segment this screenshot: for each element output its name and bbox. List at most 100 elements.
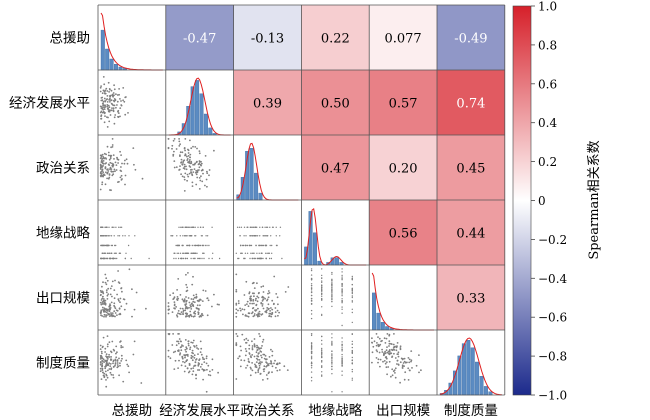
scatter-point — [271, 226, 274, 228]
scatter-point — [110, 368, 112, 370]
scatter-point — [206, 170, 208, 173]
scatter-point — [235, 315, 238, 318]
scatter-point — [331, 282, 333, 284]
scatter-point — [183, 178, 186, 181]
scatter-point — [185, 350, 188, 353]
scatter-point — [111, 257, 113, 260]
scatter-point — [205, 357, 208, 360]
scatter-point — [310, 365, 313, 367]
scatter-point — [245, 280, 248, 283]
scatter-point — [241, 308, 244, 310]
scatter-point — [261, 300, 264, 302]
scatter-point — [190, 303, 193, 305]
scatter-point — [198, 369, 201, 371]
scatter-point — [255, 303, 258, 306]
scatter-point — [107, 257, 109, 260]
scatter-point — [174, 350, 177, 353]
scatter-point — [198, 150, 201, 153]
scatter-point — [265, 252, 267, 254]
scatter-point — [267, 292, 269, 295]
scatter-point — [181, 151, 184, 154]
scatter-point — [341, 324, 343, 327]
scatter-point — [270, 307, 272, 309]
scatter-point — [253, 343, 256, 345]
scatter-point — [197, 362, 200, 364]
scatter-point — [183, 168, 186, 170]
scatter-point — [399, 347, 402, 349]
scatter-point — [182, 162, 185, 164]
scatter-point — [200, 169, 203, 172]
scatter-point — [253, 235, 256, 237]
scatter-point — [268, 315, 270, 318]
scatter-point — [248, 312, 251, 315]
colorbar-gradient — [512, 5, 532, 396]
scatter-point — [177, 367, 180, 369]
scatter-point — [193, 365, 195, 367]
scatter-point — [109, 157, 112, 160]
scatter-point — [351, 362, 353, 364]
scatter-point — [195, 377, 198, 380]
scatter-point — [410, 360, 412, 363]
scatter-point — [100, 164, 102, 167]
scatter-point — [407, 357, 410, 359]
scatter-point — [182, 360, 184, 363]
scatter-point — [253, 257, 255, 260]
density-curve — [439, 337, 502, 396]
scatter-point — [331, 337, 333, 339]
scatter-point — [393, 333, 395, 335]
scatter-point — [205, 362, 208, 365]
scatter-point — [249, 244, 251, 247]
scatter-point — [117, 270, 119, 272]
scatter-point — [109, 166, 112, 169]
scatter-point — [394, 376, 397, 379]
scatter-point — [310, 352, 313, 354]
scatter-point — [121, 346, 124, 348]
scatter-point — [206, 297, 209, 300]
scatter-point — [117, 298, 120, 301]
scatter-point — [321, 352, 323, 355]
scatter-point — [115, 252, 117, 254]
scatter-point — [100, 99, 103, 102]
corr-value: 0.22 — [321, 32, 350, 47]
scatter-point — [183, 176, 186, 179]
scatter-point — [351, 346, 353, 349]
scatter-point — [321, 293, 323, 296]
scatter-point — [331, 283, 333, 285]
scatter-point — [102, 171, 105, 174]
scatter-point — [321, 366, 323, 368]
scatter-point — [124, 235, 126, 237]
scatter-point — [193, 354, 196, 357]
scatter-point — [391, 355, 394, 358]
scatter-point — [331, 279, 333, 281]
hist-bar — [335, 257, 340, 266]
scatter-point — [237, 357, 240, 360]
scatter-point — [351, 275, 353, 278]
scatter-point — [403, 378, 406, 381]
scatter-point — [205, 178, 208, 181]
scatter-point — [177, 333, 180, 335]
scatter-point — [104, 273, 107, 276]
scatter-point — [105, 162, 108, 164]
scatter-point — [171, 147, 173, 150]
scatter-point — [383, 337, 386, 340]
scatter-point — [110, 356, 112, 358]
scatter-point — [119, 115, 121, 118]
scatter-point — [243, 359, 246, 362]
scatter-point — [140, 382, 143, 384]
scatter-point — [192, 275, 194, 278]
scatter-point — [198, 309, 200, 311]
scatter-point — [238, 226, 241, 228]
scatter-point — [281, 257, 283, 260]
scatter-point — [100, 314, 102, 317]
scatter-point — [167, 355, 170, 358]
scatter-point — [331, 365, 333, 368]
scatter-point — [211, 257, 213, 260]
scatter-point — [310, 380, 313, 382]
scatter-point — [253, 302, 255, 305]
scatter-point — [106, 345, 109, 348]
scatter-point — [251, 312, 253, 315]
scatter-point — [106, 90, 109, 92]
scatter-point — [181, 175, 184, 178]
scatter-point — [258, 333, 260, 335]
scatter-point — [102, 257, 105, 260]
